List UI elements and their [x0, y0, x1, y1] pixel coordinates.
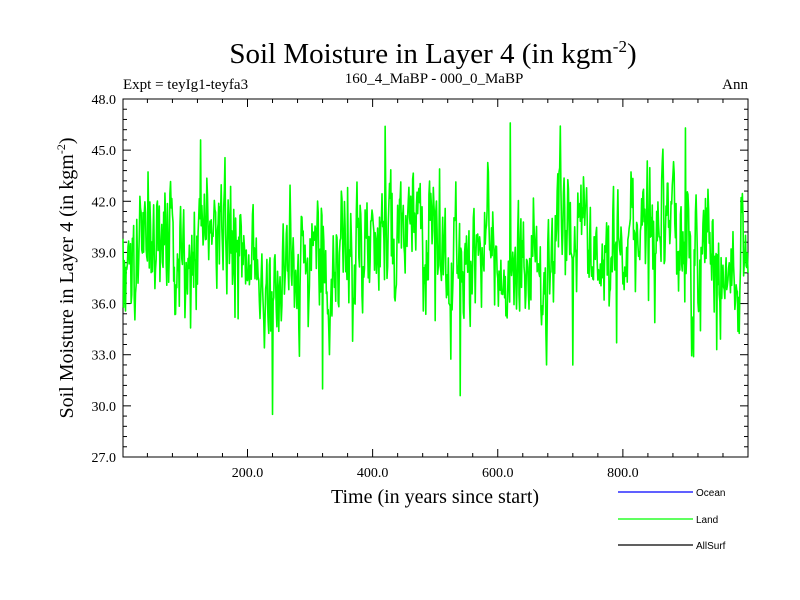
land-series-line: [122, 122, 749, 416]
y-tick-label: 27.0: [92, 451, 117, 466]
legend: Ocean Land AllSurf: [618, 488, 726, 552]
y-tick-label: 45.0: [92, 144, 117, 159]
x-tick-label: 600.0: [482, 466, 514, 481]
legend-allsurf-label: AllSurf: [696, 541, 726, 552]
y-tick-label: 42.0: [92, 195, 117, 210]
y-tick-label: 36.0: [92, 298, 117, 313]
experiment-label: Expt = teyIg1-teyfa3: [123, 77, 248, 93]
y-axis-label: Soil Moisture in Layer 4 (in kgm-2): [54, 137, 78, 418]
x-tick-label: 800.0: [607, 466, 639, 481]
y-tick-label: 30.0: [92, 400, 117, 415]
y-tick-label: 48.0: [92, 93, 117, 108]
x-tick-label: 400.0: [357, 466, 389, 481]
legend-ocean-label: Ocean: [696, 488, 725, 499]
season-label: Ann: [722, 77, 748, 93]
x-axis-label: Time (in years since start): [331, 486, 539, 508]
chart-title: Soil Moisture in Layer 4 (in kgm-2): [229, 37, 636, 70]
legend-land-label: Land: [696, 515, 718, 526]
y-axis: 27.0 30.0 33.0 36.0 39.0 42.0 45.0 48.0: [92, 93, 748, 466]
y-tick-label: 39.0: [92, 246, 117, 261]
period-label: 160_4_MaBP - 000_0_MaBP: [345, 71, 524, 87]
x-axis: 200.0 400.0 600.0 800.0: [146, 99, 724, 481]
x-tick-label: 200.0: [232, 466, 264, 481]
y-tick-label: 33.0: [92, 349, 117, 364]
